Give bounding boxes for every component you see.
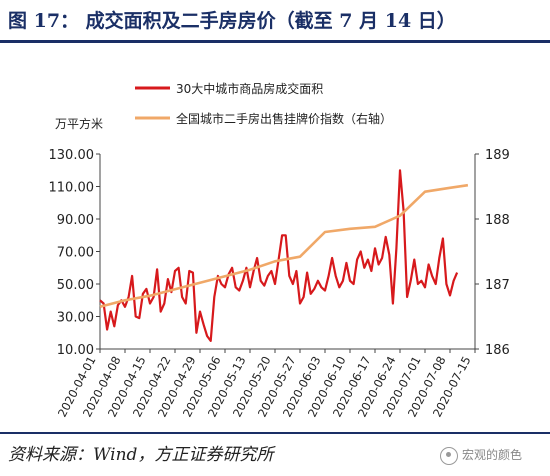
title-rule bbox=[0, 40, 550, 43]
source-note: 资料来源：Wind，方正证券研究所 bbox=[8, 445, 274, 465]
footer-rule bbox=[0, 432, 550, 434]
left-axis-unit: 万平方米 bbox=[55, 116, 103, 131]
left-tick-label: 110.00 bbox=[49, 181, 95, 196]
legend-label: 全国城市二手房出售挂牌价指数（右轴） bbox=[176, 111, 392, 126]
left-tick-label: 30.00 bbox=[57, 311, 94, 326]
left-tick-label: 50.00 bbox=[57, 278, 94, 293]
right-tick-label: 189 bbox=[485, 148, 510, 163]
series-line-price-index bbox=[99, 183, 469, 308]
wechat-icon bbox=[440, 446, 458, 465]
watermark-label: 宏观的颜色 bbox=[462, 448, 523, 462]
legend-label: 30大中城市商品房成交面积 bbox=[176, 81, 323, 96]
watermark: 宏观的颜色 bbox=[440, 446, 522, 465]
right-tick-label: 187 bbox=[485, 278, 510, 293]
left-tick-label: 10.00 bbox=[57, 343, 94, 358]
series-line-transaction-area bbox=[99, 169, 459, 342]
left-tick-label: 130.00 bbox=[49, 148, 95, 163]
right-tick-label: 186 bbox=[485, 343, 510, 358]
left-tick-label: 70.00 bbox=[57, 246, 94, 261]
chart-title: 图 17： 成交面积及二手房房价（截至 7 月 14 日） bbox=[8, 10, 456, 32]
left-tick-label: 90.00 bbox=[57, 213, 94, 228]
title-bar: 图 17： 成交面积及二手房房价（截至 7 月 14 日） bbox=[0, 0, 550, 43]
right-tick-label: 188 bbox=[485, 213, 510, 228]
